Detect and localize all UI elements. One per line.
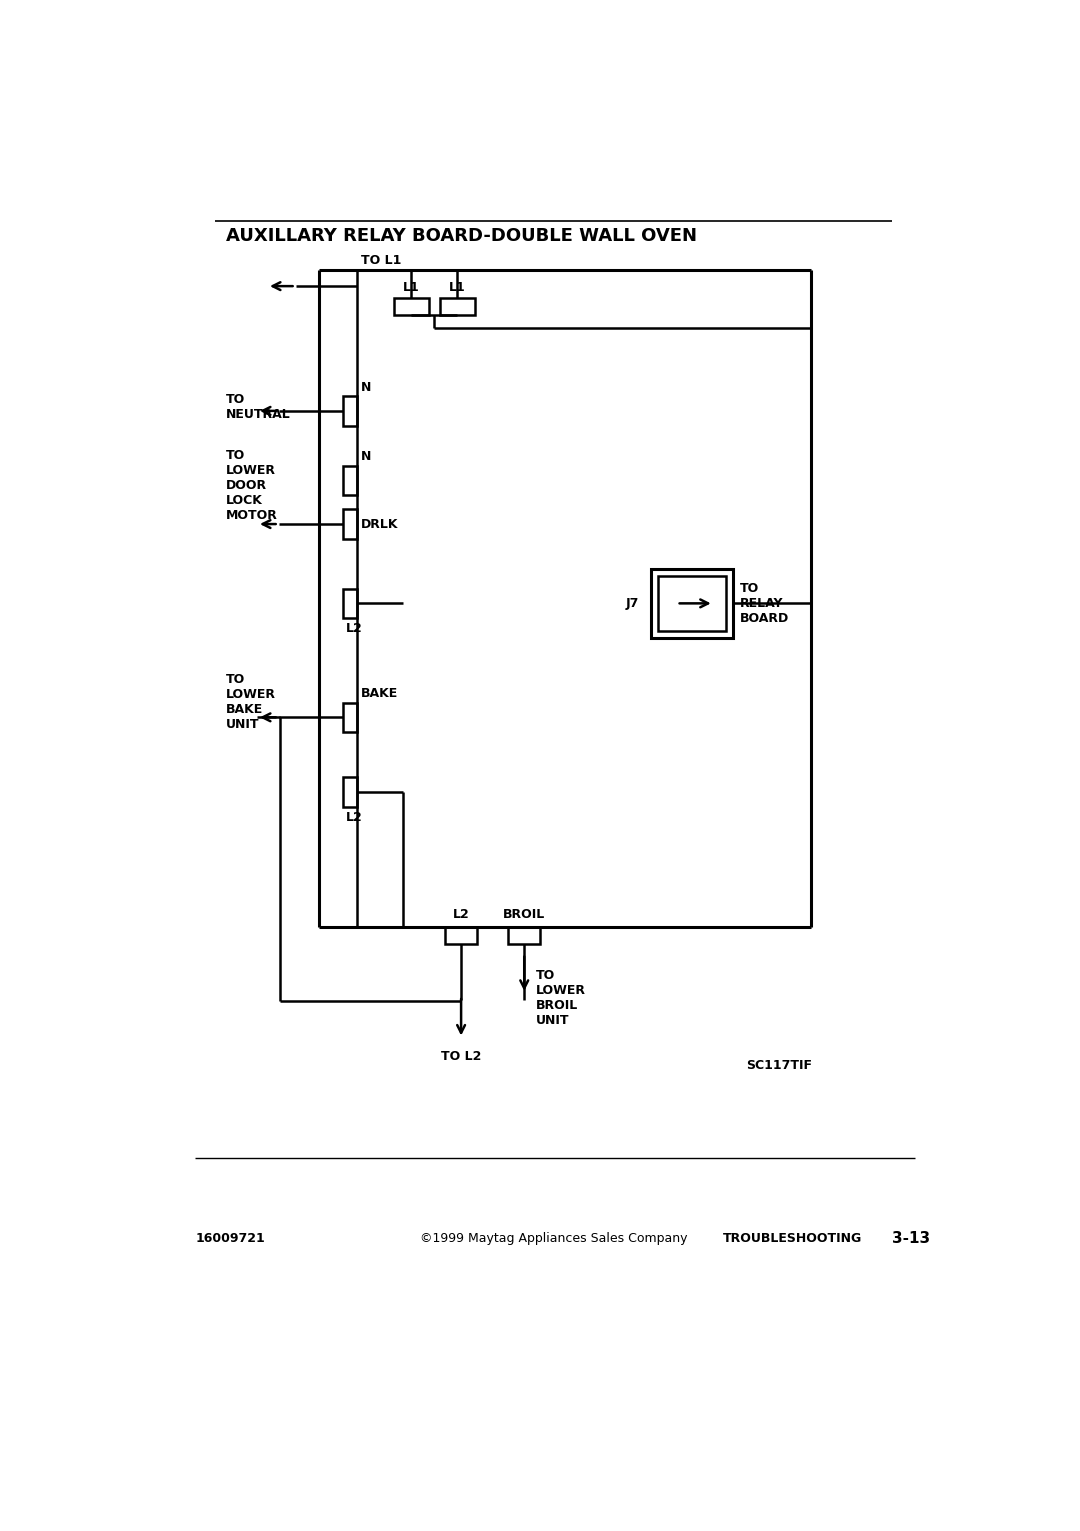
Text: BAKE: BAKE [361,687,399,700]
Text: 3-13: 3-13 [892,1231,931,1246]
Text: TROUBLESHOOTING: TROUBLESHOOTING [723,1232,862,1245]
Text: N: N [361,381,372,393]
Bar [343,465,357,495]
Bar [343,589,357,619]
Text: L2: L2 [453,908,470,920]
Bar [658,576,726,631]
Text: TO
LOWER
DOOR
LOCK
MOTOR: TO LOWER DOOR LOCK MOTOR [226,450,279,522]
Text: SC117TIF: SC117TIF [746,1059,812,1072]
Bar [394,297,429,314]
Bar [343,397,357,426]
Text: BROIL: BROIL [503,908,545,920]
Text: TO
LOWER
BAKE
UNIT: TO LOWER BAKE UNIT [226,672,276,730]
Text: L1: L1 [403,280,419,294]
Text: L2: L2 [346,810,363,824]
Text: N: N [361,450,372,464]
Text: DRLK: DRLK [361,517,399,531]
Text: L1: L1 [449,280,465,294]
Bar [441,297,475,314]
Bar [343,510,357,539]
Text: TO
LOWER
BROIL
UNIT: TO LOWER BROIL UNIT [536,969,585,1027]
Text: 16009721: 16009721 [195,1232,266,1245]
Text: TO L1: TO L1 [361,254,402,268]
Text: TO
RELAY
BOARD: TO RELAY BOARD [740,582,789,625]
Text: J7: J7 [625,597,639,609]
Text: AUXILLARY RELAY BOARD-DOUBLE WALL OVEN: AUXILLARY RELAY BOARD-DOUBLE WALL OVEN [226,227,698,245]
Text: L2: L2 [346,622,363,635]
Bar [343,703,357,732]
Bar [343,778,357,807]
Bar [508,926,540,943]
Text: TO L2: TO L2 [441,1050,482,1063]
Bar [445,926,477,943]
Text: TO
NEUTRAL: TO NEUTRAL [226,393,291,421]
Text: ©1999 Maytag Appliances Sales Company: ©1999 Maytag Appliances Sales Company [420,1232,687,1245]
Bar [651,568,733,638]
